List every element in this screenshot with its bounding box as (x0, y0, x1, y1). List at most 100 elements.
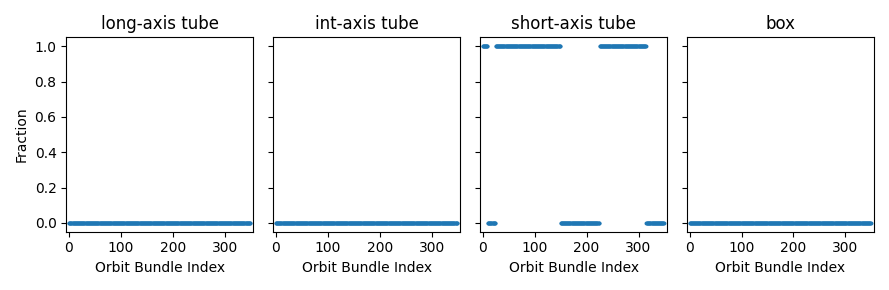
Point (278, 221, 292, 225)
Point (808, 221, 822, 225)
Point (372, 221, 387, 225)
Point (789, 221, 804, 225)
Point (397, 221, 412, 225)
Point (282, 221, 296, 225)
Point (585, 221, 599, 225)
Point (127, 221, 141, 225)
Point (282, 221, 296, 225)
Point (95, 221, 109, 225)
Point (805, 221, 819, 225)
Point (318, 221, 332, 225)
Point (173, 221, 188, 225)
Point (555, 221, 569, 225)
Point (178, 221, 192, 225)
Point (324, 221, 338, 225)
Point (587, 221, 601, 225)
Point (347, 221, 361, 225)
Point (519, 44, 533, 48)
Point (774, 221, 789, 225)
Point (340, 221, 354, 225)
Point (175, 221, 189, 225)
Point (128, 221, 142, 225)
Point (632, 44, 646, 48)
Point (509, 44, 524, 48)
X-axis label: Orbit Bundle Index: Orbit Bundle Index (716, 261, 845, 275)
Point (402, 221, 416, 225)
Point (481, 221, 495, 225)
Point (350, 221, 364, 225)
Point (67, 221, 81, 225)
Point (382, 221, 396, 225)
Point (196, 221, 211, 225)
Point (841, 221, 855, 225)
Point (165, 221, 180, 225)
Point (319, 221, 333, 225)
Point (238, 221, 252, 225)
Point (719, 221, 733, 225)
Point (511, 44, 525, 48)
Point (137, 221, 151, 225)
Point (106, 221, 120, 225)
Point (123, 221, 137, 225)
Point (125, 221, 140, 225)
Point (685, 221, 699, 225)
Point (386, 221, 400, 225)
Point (371, 221, 385, 225)
Point (803, 221, 817, 225)
Point (203, 221, 217, 225)
Point (154, 221, 168, 225)
Point (213, 221, 228, 225)
Point (119, 221, 133, 225)
Point (404, 221, 418, 225)
Point (228, 221, 242, 225)
Point (432, 221, 446, 225)
Point (545, 44, 559, 48)
Point (583, 221, 597, 225)
Point (220, 221, 235, 225)
Point (813, 221, 827, 225)
Point (537, 44, 551, 48)
Point (787, 221, 801, 225)
Point (779, 221, 793, 225)
Point (391, 221, 405, 225)
Point (108, 221, 122, 225)
Point (395, 221, 409, 225)
Point (332, 221, 346, 225)
Point (187, 221, 201, 225)
Point (306, 221, 320, 225)
Point (802, 221, 816, 225)
Point (383, 221, 397, 225)
Point (487, 221, 501, 225)
Point (392, 221, 406, 225)
Point (427, 221, 441, 225)
Point (641, 221, 655, 225)
Point (185, 221, 199, 225)
Point (328, 221, 342, 225)
Point (707, 221, 721, 225)
Point (748, 221, 762, 225)
Point (633, 44, 647, 48)
Point (303, 221, 317, 225)
Point (524, 44, 538, 48)
Point (87, 221, 101, 225)
Point (575, 221, 589, 225)
Point (393, 221, 407, 225)
Point (501, 44, 515, 48)
Point (135, 221, 149, 225)
Point (623, 44, 637, 48)
Point (810, 221, 824, 225)
Point (212, 221, 226, 225)
Point (611, 44, 625, 48)
Point (588, 221, 602, 225)
Point (331, 221, 345, 225)
Point (359, 221, 373, 225)
Point (634, 44, 648, 48)
Point (749, 221, 763, 225)
Point (770, 221, 784, 225)
Point (516, 44, 530, 48)
Point (683, 221, 697, 225)
Point (161, 221, 175, 225)
Point (411, 221, 425, 225)
Point (95, 221, 109, 225)
Point (446, 221, 461, 225)
